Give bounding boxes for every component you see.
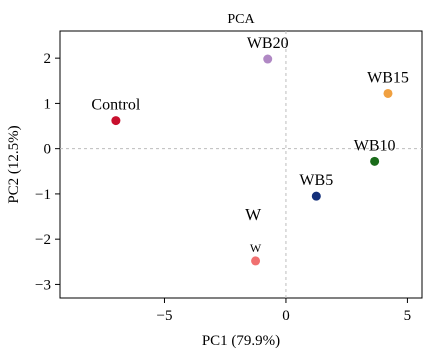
y-axis-label: PC2 (12.5%): [6, 125, 22, 203]
x-tick-label: −5: [156, 308, 172, 324]
data-point: [370, 156, 380, 166]
y-tick-label: 2: [44, 51, 52, 67]
y-tick-label: 1: [44, 96, 52, 112]
plot-frame: [59, 30, 423, 299]
x-axis-label: PC1 (79.9%): [202, 333, 280, 349]
y-tick-label: −3: [35, 277, 51, 293]
point-label: WB5: [299, 172, 333, 189]
data-point: [263, 54, 273, 64]
data-point: [383, 88, 393, 98]
point-label: WB10: [354, 137, 396, 154]
y-tick-label: 0: [44, 142, 52, 158]
annotation-label: W: [245, 205, 262, 224]
x-axis-ticks: −5 0 5: [156, 298, 411, 324]
point-label: WB15: [367, 69, 409, 86]
y-axis-ticks: −3 −2 −1 0 1 2: [35, 51, 60, 293]
data-point: [311, 191, 321, 201]
y-tick-label: −2: [35, 232, 51, 248]
data-point: [111, 116, 121, 126]
point-label: WB20: [247, 35, 289, 52]
x-tick-label: 5: [404, 308, 412, 324]
chart-title: PCA: [227, 12, 255, 27]
point-label: W: [250, 241, 262, 255]
x-tick-label: 0: [282, 308, 290, 324]
annotations: W: [245, 205, 262, 224]
data-point: [251, 256, 261, 266]
data-points: Control WB20 WB15 WB10 WB5 W: [91, 35, 409, 266]
y-tick-label: −1: [35, 187, 51, 203]
point-label: Control: [91, 97, 140, 114]
